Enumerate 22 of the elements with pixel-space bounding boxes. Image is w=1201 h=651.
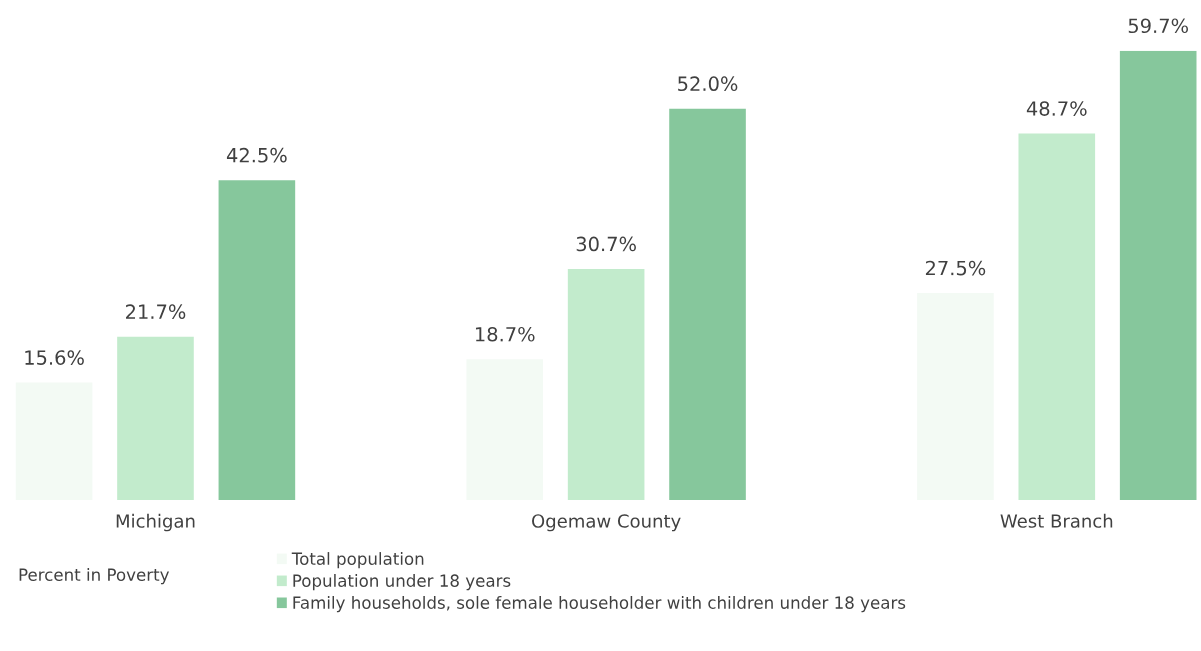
x-tick-label: Ogemaw County (532, 514, 681, 532)
data-label: 18.7% (475, 326, 535, 342)
data-label: 42.5% (226, 147, 287, 163)
x-tick-label: West Branch (1000, 513, 1113, 528)
bar (567, 268, 645, 500)
bar (117, 336, 194, 500)
legend-title: Percent in Poverty (19, 568, 170, 585)
bar (1119, 50, 1197, 500)
bar (218, 180, 296, 500)
data-label: 21.7% (126, 304, 186, 320)
x-tick-label: Michigan (116, 513, 195, 532)
legend-label: Total population (291, 552, 424, 569)
bar (669, 108, 746, 500)
data-label: 30.7% (576, 236, 636, 252)
bar (1018, 133, 1096, 500)
data-label: 48.7% (1026, 101, 1087, 116)
data-label: 15.6% (25, 350, 84, 365)
data-label: 59.7% (1128, 18, 1188, 34)
legend-label: Family households, sole female householder with children under 18 years (293, 596, 906, 613)
data-label: 27.5% (925, 260, 986, 276)
data-label: 52.0% (678, 76, 738, 92)
legend-label: Population under 18 years (293, 574, 511, 591)
